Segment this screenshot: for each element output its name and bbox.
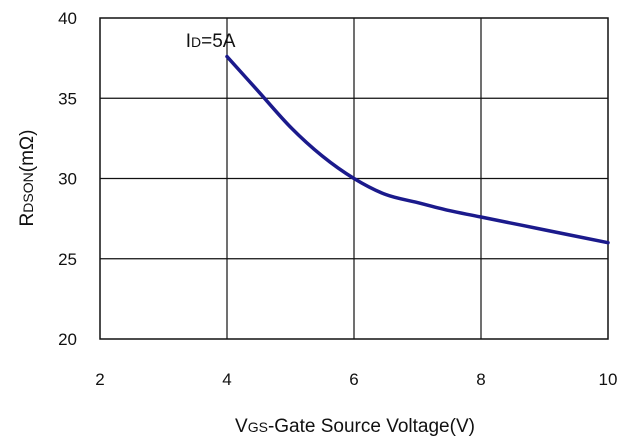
annotation-main: I	[186, 31, 191, 52]
y-tick-label-35: 35	[58, 89, 77, 108]
annotation-rest: =5A	[201, 31, 236, 52]
x-axis-label: VGS-Gate Source Voltage(V)	[235, 416, 475, 437]
x-tick-label-4: 4	[222, 370, 231, 389]
y-tick-label-40: 40	[58, 9, 77, 28]
x-tick-label-6: 6	[349, 370, 358, 389]
x-tick-label-2: 2	[95, 370, 104, 389]
y-axis-label-main: R	[17, 213, 38, 227]
y-axis-label: RDSON(mΩ)	[17, 130, 38, 227]
plot-frame	[99, 17, 609, 340]
x-axis-label-main: V	[235, 416, 248, 437]
x-axis-label-subscript: GS	[248, 419, 268, 435]
annotation-subscript: D	[191, 34, 201, 50]
y-tick-label-30: 30	[58, 170, 77, 189]
y-axis-label-subscript: DSON	[20, 172, 36, 212]
series-line-rdson	[225, 54, 610, 245]
x-tick-labels: 2 4 6 8 10	[95, 370, 617, 389]
x-axis-label-rest: -Gate Source Voltage(V)	[268, 416, 475, 437]
y-tick-label-25: 25	[58, 250, 77, 269]
y-tick-labels: 20 25 30 35 40	[58, 9, 77, 349]
x-tick-label-8: 8	[476, 370, 485, 389]
annotation-id-5a: ID=5A	[186, 31, 236, 52]
x-tick-label-10: 10	[599, 370, 618, 389]
y-tick-label-20: 20	[58, 330, 77, 349]
y-axis-label-unit: (mΩ)	[17, 130, 38, 173]
